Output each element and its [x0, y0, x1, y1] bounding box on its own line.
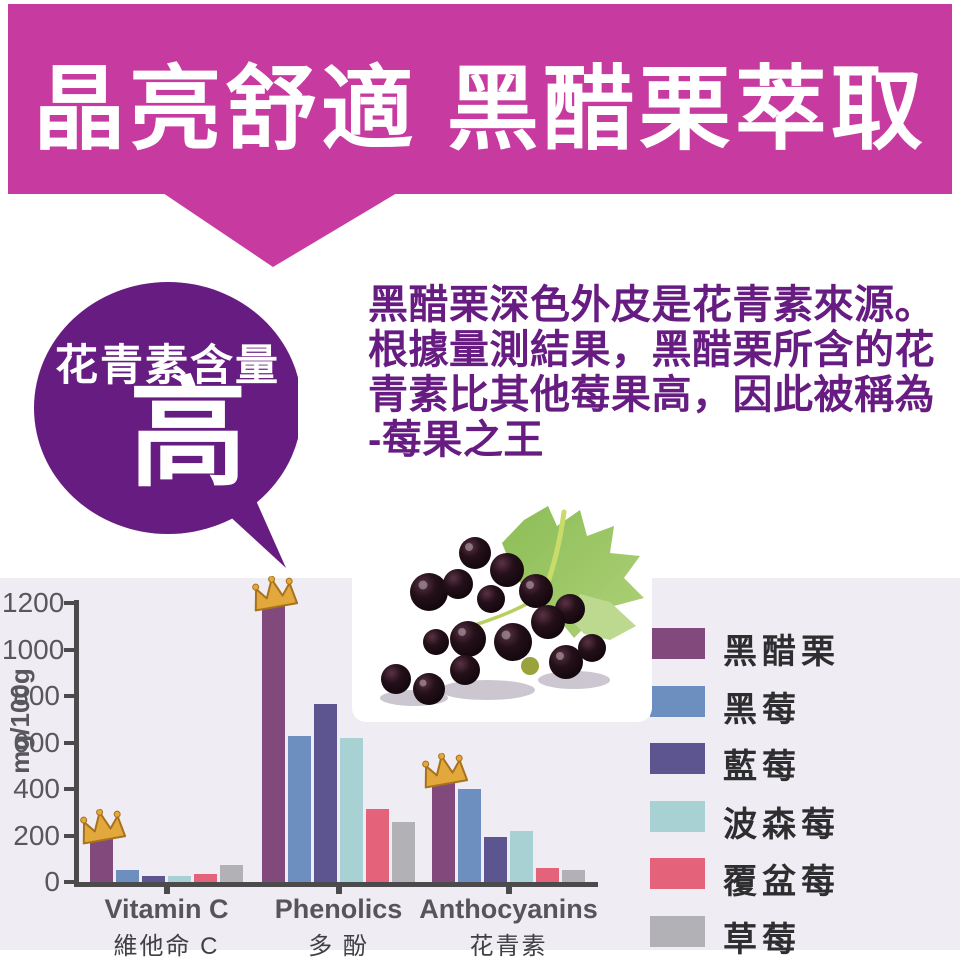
bubble-emphasis: 高 — [128, 369, 247, 501]
y-tick-mark-1000 — [64, 647, 75, 652]
legend-label-波森莓: 波森莓 — [723, 805, 840, 844]
y-tick-label-800: 800 — [13, 680, 60, 711]
x-label-zh-Vitamin C: 維他命 C — [113, 933, 220, 960]
blackcurrant-photo — [352, 498, 652, 722]
chart-panel: mg/100g 0 200 400 600 800 1000 1200 Vitamin C 維他… — [0, 576, 960, 960]
legend-label-藍莓: 藍莓 — [723, 748, 801, 786]
bar-黑醋栗-Anthocyanins — [432, 782, 455, 882]
header-banner: 晶亮舒適 黑醋栗萃取 — [8, 4, 952, 194]
x-tick-mark-Phenolics — [335, 885, 342, 894]
speech-bubble — [34, 282, 298, 568]
bar-波森莓-Anthocyanins — [510, 830, 533, 882]
bar-草莓-Phenolics — [392, 821, 415, 882]
intro-paragraph: 黑醋栗深色外皮是花青素來源。 根據量測結果，黑醋栗所含的花 青素比其他莓果高，因… — [368, 283, 954, 463]
y-tick-label-1000: 1000 — [2, 633, 65, 665]
bar-草莓-Anthocyanins — [562, 870, 585, 882]
bubble-title: 花青素含量 — [55, 342, 280, 390]
bar-波森莓-Phenolics — [340, 737, 363, 882]
x-label-en-Vitamin C: Vitamin C — [104, 894, 229, 924]
y-tick-label-400: 400 — [13, 773, 60, 804]
speech-bubble-body — [34, 282, 298, 534]
legend-label-覆盆莓: 覆盆莓 — [723, 863, 840, 901]
unripe-berry — [521, 657, 539, 675]
y-axis-line — [74, 600, 79, 887]
x-label-zh-Anthocyanins: 花青素 — [469, 933, 548, 960]
bar-黑莓-Phenolics — [288, 735, 311, 882]
legend-swatch-波森莓 — [650, 800, 705, 832]
berry-highlights — [418, 543, 564, 687]
y-tick-label-200: 200 — [13, 819, 60, 851]
legend-label-黑莓: 黑莓 — [723, 690, 801, 729]
y-tick-label-600: 600 — [13, 726, 60, 758]
y-tick-mark-400 — [64, 787, 75, 791]
bar-藍莓-Phenolics — [314, 704, 337, 882]
bar-覆盆莓-Phenolics — [366, 808, 389, 882]
bar-草莓-Vitamin C — [220, 864, 243, 882]
bar-藍莓-Vitamin C — [142, 876, 165, 882]
berries — [381, 537, 606, 705]
legend-swatch-黑莓 — [650, 685, 705, 717]
blackcurrant-photo-art — [380, 506, 644, 706]
y-tick-mark-800 — [64, 694, 75, 698]
y-axis-title: mg/100g — [5, 668, 35, 774]
crown-icon-Phenolics — [245, 572, 302, 615]
legend-swatch-藍莓 — [650, 743, 705, 774]
y-tick-label-0: 0 — [44, 866, 60, 897]
y-tick-label-1200: 1200 — [2, 587, 65, 618]
bar-黑醋栗-Phenolics — [262, 605, 285, 882]
y-tick-mark-600 — [64, 740, 75, 745]
intro-line-2: 根據量測結果，黑醋栗所含的花 — [368, 328, 935, 372]
legend-swatch-黑醋栗 — [650, 628, 705, 659]
x-tick-mark-Vitamin C — [163, 885, 170, 894]
x-label-en-Phenolics: Phenolics — [274, 894, 403, 924]
crown-icon-Anthocyanins — [415, 749, 472, 792]
legend-swatch-草莓 — [650, 915, 705, 947]
x-axis-line — [74, 882, 598, 887]
bar-藍莓-Anthocyanins — [484, 836, 507, 882]
bar-黑莓-Vitamin C — [116, 870, 139, 882]
banner-pointer-shape — [163, 193, 397, 267]
x-tick-mark-Anthocyanins — [505, 885, 512, 894]
banner-pointer-triangle — [163, 193, 397, 267]
legend-label-黑醋栗: 黑醋栗 — [723, 633, 840, 671]
x-label-zh-Phenolics: 多 酚 — [308, 933, 369, 960]
legend-swatch-覆盆莓 — [650, 858, 705, 889]
page-title: 晶亮舒適 黑醋栗萃取 — [33, 58, 927, 161]
intro-line-4: -莓果之王 — [368, 418, 544, 462]
y-tick-mark-0 — [64, 880, 75, 884]
crown-icon-Vitamin C — [73, 805, 130, 848]
x-label-en-Anthocyanins: Anthocyanins — [419, 894, 598, 924]
bar-覆盆莓-Vitamin C — [194, 873, 217, 882]
y-tick-mark-1200 — [64, 601, 75, 605]
bar-覆盆莓-Anthocyanins — [536, 868, 559, 882]
legend-label-草莓: 草莓 — [723, 920, 801, 959]
bar-黑醋栗-Vitamin C — [90, 837, 113, 882]
bar-黑莓-Anthocyanins — [458, 789, 481, 882]
intro-line-3: 青素比其他莓果高，因此被稱為 — [368, 373, 935, 417]
y-tick-mark-200 — [64, 833, 75, 838]
bar-波森莓-Vitamin C — [168, 876, 191, 882]
intro-line-1: 黑醋栗深色外皮是花青素來源。 — [368, 283, 935, 327]
